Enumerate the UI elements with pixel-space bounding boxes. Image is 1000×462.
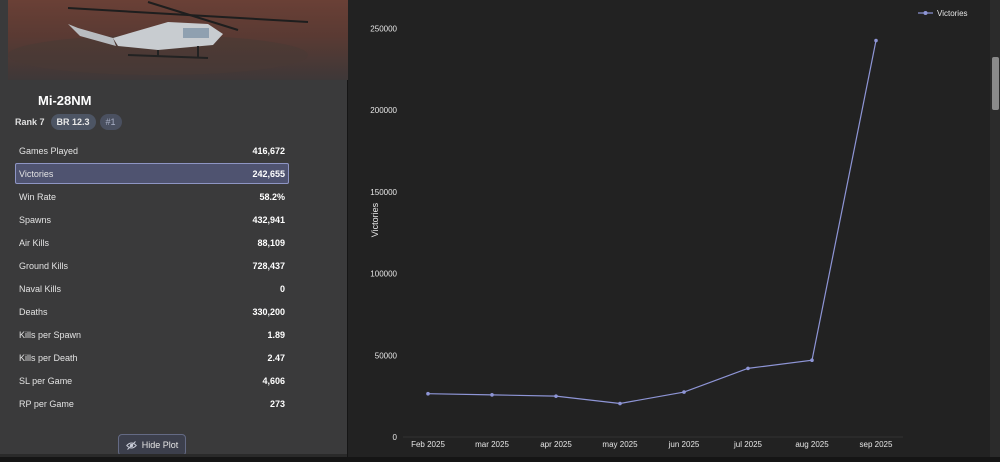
stat-row-rp-per-game[interactable]: RP per Game 273: [15, 394, 289, 415]
y-axis-label: Victories: [370, 202, 380, 237]
stat-value: 1.89: [267, 329, 285, 340]
stat-label: Ground Kills: [19, 260, 69, 271]
stat-row-naval-kills[interactable]: Naval Kills 0: [15, 278, 289, 299]
stat-value: 4,606: [262, 375, 285, 386]
stat-value: 330,200: [252, 306, 285, 317]
stat-row-sl-per-game[interactable]: SL per Game 4,606: [15, 370, 289, 391]
victories-chart: Victories 0 50000 100000 150000 200000 250000…: [370, 9, 968, 449]
br-badge: BR 12.3: [50, 114, 96, 130]
stat-label: Deaths: [19, 306, 48, 317]
rank-row: Rank 7 BR 12.3 #1: [15, 114, 122, 130]
stat-label: Kills per Spawn: [19, 329, 82, 340]
stat-label: Air Kills: [19, 237, 50, 248]
stat-value: 273: [269, 399, 285, 410]
stat-row-deaths[interactable]: Deaths 330,200: [15, 301, 289, 322]
stat-value: 728,437: [252, 260, 285, 271]
hide-plot-label: Hide Plot: [141, 440, 179, 450]
stat-value: 0: [279, 283, 285, 294]
stat-label: Spawns: [19, 214, 52, 225]
y-axis-ticks: 0 50000 100000 150000 200000 250000: [370, 25, 397, 443]
stat-label: Win Rate: [19, 191, 57, 202]
stat-row-kills-per-spawn[interactable]: Kills per Spawn 1.89: [15, 324, 289, 345]
data-point[interactable]: [682, 390, 686, 394]
stat-label: Victories: [19, 168, 54, 179]
y-tick-label: 200000: [370, 106, 397, 115]
stat-value: 416,672: [252, 145, 285, 156]
position-badge: #1: [99, 114, 122, 130]
rank-label: Rank 7: [15, 117, 45, 127]
x-axis-ticks: Feb 2025 mar 2025 apr 2025 may 2025 jun 2025…: [411, 440, 893, 449]
stat-value: 242,655: [252, 168, 285, 179]
stats-list: Games Played 416,672 Victories 242,655 Win…: [15, 140, 289, 417]
stat-row-spawns[interactable]: Spawns 432,941: [15, 209, 289, 230]
stat-row-kills-per-death[interactable]: Kills per Death 2.47: [15, 347, 289, 368]
scrollbar[interactable]: [990, 0, 1000, 457]
series-line: [427, 40, 877, 405]
helicopter-icon: [8, 1, 309, 75]
x-tick-label: sep 2025: [860, 440, 893, 449]
data-point[interactable]: [490, 393, 494, 397]
chart-panel: Victories 0 50000 100000 150000 200000 250000…: [348, 0, 990, 457]
y-axis-title: Victories: [370, 202, 380, 237]
stat-label: Naval Kills: [19, 283, 62, 294]
chart-legend[interactable]: Victories: [918, 9, 968, 18]
legend-label: Victories: [937, 9, 968, 18]
stat-value: 88,109: [257, 237, 285, 248]
legend-marker: [923, 11, 928, 15]
x-tick-label: jun 2025: [668, 440, 700, 449]
x-tick-label: aug 2025: [795, 440, 829, 449]
stat-value: 2.47: [267, 352, 285, 363]
x-tick-label: apr 2025: [540, 440, 572, 449]
scrollbar-thumb[interactable]: [992, 57, 999, 110]
data-point[interactable]: [874, 38, 878, 43]
x-tick-label: jul 2025: [733, 440, 763, 449]
data-point[interactable]: [426, 391, 430, 396]
data-point[interactable]: [746, 366, 750, 371]
data-point[interactable]: [618, 401, 622, 406]
eye-slash-icon: [125, 440, 137, 450]
stat-value: 58.2%: [259, 191, 285, 202]
x-tick-label: may 2025: [602, 440, 638, 449]
stat-label: Kills per Death: [19, 352, 78, 363]
y-tick-label: 50000: [375, 351, 398, 360]
series-group: [426, 38, 878, 406]
stats-panel: Mi-28NM Rank 7 BR 12.3 #1 Games Played 41…: [0, 0, 348, 457]
stat-row-ground-kills[interactable]: Ground Kills 728,437: [15, 255, 289, 276]
data-point[interactable]: [810, 358, 814, 363]
y-tick-label: 150000: [370, 188, 397, 197]
stat-row-win-rate[interactable]: Win Rate 58.2%: [15, 186, 289, 207]
stat-label: SL per Game: [19, 375, 73, 386]
stat-label: Games Played: [19, 145, 79, 156]
vehicle-name: Mi-28NM: [38, 93, 92, 108]
y-tick-label: 250000: [370, 25, 397, 34]
x-tick-label: mar 2025: [475, 440, 509, 449]
stat-row-victories[interactable]: Victories 242,655: [15, 163, 289, 185]
x-tick-label: Feb 2025: [411, 440, 445, 449]
bottom-divider: [0, 454, 347, 457]
stat-row-air-kills[interactable]: Air Kills 88,109: [15, 232, 289, 253]
stat-value: 432,941: [252, 214, 285, 225]
data-point[interactable]: [554, 394, 558, 398]
stat-row-games-played[interactable]: Games Played 416,672: [15, 140, 289, 161]
vehicle-image: [8, 0, 348, 80]
hide-plot-button[interactable]: Hide Plot: [118, 434, 186, 456]
y-tick-label: 100000: [370, 270, 397, 279]
y-tick-label: 0: [393, 433, 398, 442]
stat-label: RP per Game: [19, 399, 74, 410]
